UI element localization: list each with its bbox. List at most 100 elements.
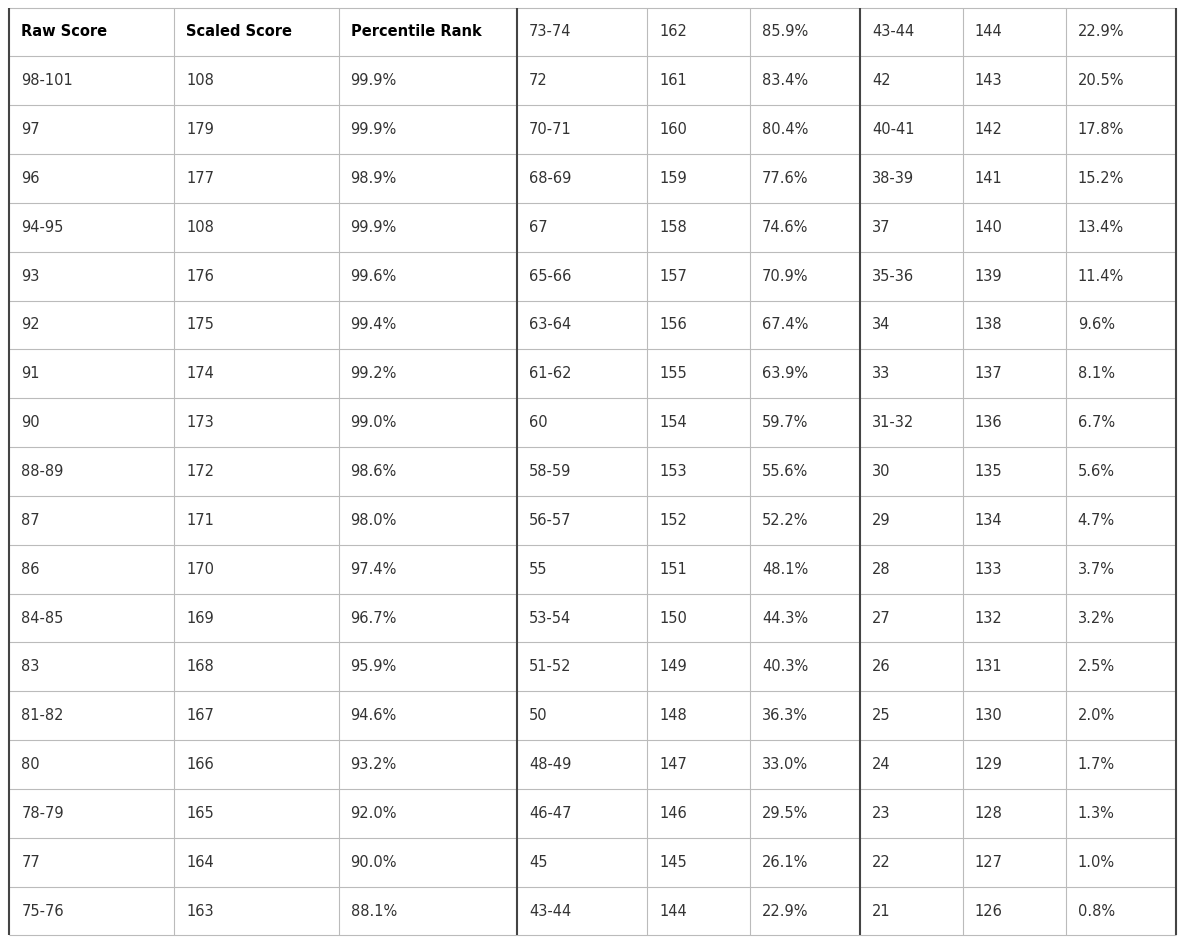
Text: 99.9%: 99.9% bbox=[351, 123, 397, 137]
Text: 164: 164 bbox=[186, 854, 213, 869]
Text: 36.3%: 36.3% bbox=[762, 708, 808, 723]
Text: 155: 155 bbox=[659, 366, 687, 381]
Text: 98.0%: 98.0% bbox=[351, 513, 397, 528]
Text: 131: 131 bbox=[975, 659, 1003, 674]
Text: 99.6%: 99.6% bbox=[351, 269, 397, 284]
Text: 29: 29 bbox=[872, 513, 890, 528]
Text: 53-54: 53-54 bbox=[529, 610, 571, 625]
Text: 135: 135 bbox=[975, 464, 1003, 479]
Text: 33.0%: 33.0% bbox=[762, 757, 808, 772]
Text: 35-36: 35-36 bbox=[872, 269, 914, 284]
Text: 31-32: 31-32 bbox=[872, 415, 914, 430]
Text: 174: 174 bbox=[186, 366, 213, 381]
Text: 55.6%: 55.6% bbox=[762, 464, 808, 479]
Text: 93: 93 bbox=[21, 269, 40, 284]
Text: 161: 161 bbox=[659, 74, 687, 89]
Text: 95.9%: 95.9% bbox=[351, 659, 397, 674]
Text: 40.3%: 40.3% bbox=[762, 659, 808, 674]
Text: 1.3%: 1.3% bbox=[1077, 806, 1115, 820]
Text: 50: 50 bbox=[529, 708, 547, 723]
Text: 126: 126 bbox=[975, 903, 1003, 918]
Text: 156: 156 bbox=[659, 318, 687, 333]
Text: 144: 144 bbox=[975, 25, 1003, 40]
Text: 74.6%: 74.6% bbox=[762, 220, 808, 235]
Text: 85.9%: 85.9% bbox=[762, 25, 808, 40]
Text: 158: 158 bbox=[659, 220, 687, 235]
Text: 9.6%: 9.6% bbox=[1077, 318, 1115, 333]
Text: 22: 22 bbox=[872, 854, 891, 869]
Text: 3.7%: 3.7% bbox=[1077, 562, 1115, 577]
Text: 3.2%: 3.2% bbox=[1077, 610, 1115, 625]
Text: 48.1%: 48.1% bbox=[762, 562, 808, 577]
Text: 98-101: 98-101 bbox=[21, 74, 73, 89]
Text: 13.4%: 13.4% bbox=[1077, 220, 1123, 235]
Text: 1.0%: 1.0% bbox=[1077, 854, 1115, 869]
Text: 97: 97 bbox=[21, 123, 40, 137]
Text: 157: 157 bbox=[659, 269, 687, 284]
Text: 20.5%: 20.5% bbox=[1077, 74, 1125, 89]
Text: 34: 34 bbox=[872, 318, 890, 333]
Text: 88.1%: 88.1% bbox=[351, 903, 397, 918]
Text: 77: 77 bbox=[21, 854, 40, 869]
Text: 96.7%: 96.7% bbox=[351, 610, 397, 625]
Text: 96: 96 bbox=[21, 171, 40, 186]
Text: 176: 176 bbox=[186, 269, 213, 284]
Text: 25: 25 bbox=[872, 708, 890, 723]
Text: 67: 67 bbox=[529, 220, 547, 235]
Text: 93.2%: 93.2% bbox=[351, 757, 397, 772]
Text: 30: 30 bbox=[872, 464, 890, 479]
Text: 143: 143 bbox=[975, 74, 1003, 89]
Text: 42: 42 bbox=[872, 74, 890, 89]
Text: 33: 33 bbox=[872, 366, 890, 381]
Text: 63.9%: 63.9% bbox=[762, 366, 808, 381]
Text: 8.1%: 8.1% bbox=[1077, 366, 1115, 381]
Text: 165: 165 bbox=[186, 806, 213, 820]
Text: 86: 86 bbox=[21, 562, 40, 577]
Text: 48-49: 48-49 bbox=[529, 757, 571, 772]
Text: 98.6%: 98.6% bbox=[351, 464, 397, 479]
Text: 137: 137 bbox=[975, 366, 1003, 381]
Text: 21: 21 bbox=[872, 903, 890, 918]
Text: 60: 60 bbox=[529, 415, 547, 430]
Text: 2.0%: 2.0% bbox=[1077, 708, 1115, 723]
Text: 59.7%: 59.7% bbox=[762, 415, 808, 430]
Text: 45: 45 bbox=[529, 854, 547, 869]
Text: 27: 27 bbox=[872, 610, 891, 625]
Text: 70-71: 70-71 bbox=[529, 123, 571, 137]
Text: 1.7%: 1.7% bbox=[1077, 757, 1115, 772]
Text: 78-79: 78-79 bbox=[21, 806, 64, 820]
Text: 2.5%: 2.5% bbox=[1077, 659, 1115, 674]
Text: 147: 147 bbox=[659, 757, 687, 772]
Text: 172: 172 bbox=[186, 464, 214, 479]
Text: 179: 179 bbox=[186, 123, 213, 137]
Text: 51-52: 51-52 bbox=[529, 659, 571, 674]
Text: 150: 150 bbox=[659, 610, 687, 625]
Text: 0.8%: 0.8% bbox=[1077, 903, 1115, 918]
Text: 11.4%: 11.4% bbox=[1077, 269, 1123, 284]
Text: 99.2%: 99.2% bbox=[351, 366, 397, 381]
Text: Percentile Rank: Percentile Rank bbox=[351, 25, 481, 40]
Text: 43-44: 43-44 bbox=[872, 25, 914, 40]
Text: 24: 24 bbox=[872, 757, 890, 772]
Text: 91: 91 bbox=[21, 366, 40, 381]
Text: 15.2%: 15.2% bbox=[1077, 171, 1125, 186]
Text: 6.7%: 6.7% bbox=[1077, 415, 1115, 430]
Text: 80: 80 bbox=[21, 757, 40, 772]
Text: 94.6%: 94.6% bbox=[351, 708, 397, 723]
Text: 134: 134 bbox=[975, 513, 1003, 528]
Text: 171: 171 bbox=[186, 513, 213, 528]
Text: 87: 87 bbox=[21, 513, 40, 528]
Text: 97.4%: 97.4% bbox=[351, 562, 397, 577]
Text: 90.0%: 90.0% bbox=[351, 854, 397, 869]
Text: 4.7%: 4.7% bbox=[1077, 513, 1115, 528]
Text: 142: 142 bbox=[975, 123, 1003, 137]
Text: 38-39: 38-39 bbox=[872, 171, 914, 186]
Text: 28: 28 bbox=[872, 562, 890, 577]
Text: 92: 92 bbox=[21, 318, 40, 333]
Text: 160: 160 bbox=[659, 123, 687, 137]
Text: 162: 162 bbox=[659, 25, 687, 40]
Text: 83: 83 bbox=[21, 659, 40, 674]
Text: 22.9%: 22.9% bbox=[1077, 25, 1125, 40]
Text: 140: 140 bbox=[975, 220, 1003, 235]
Text: 152: 152 bbox=[659, 513, 687, 528]
